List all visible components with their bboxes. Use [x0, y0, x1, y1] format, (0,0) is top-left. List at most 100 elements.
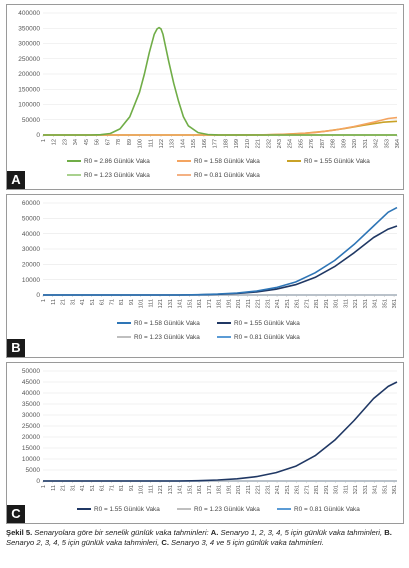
x-tick-label: 361	[392, 485, 398, 494]
x-tick-label: 161	[197, 485, 203, 494]
chart-panel-a: 0 50000 100000 150000 200000 250000 300000 3500…	[6, 4, 404, 190]
x-tick-label: 276	[309, 139, 315, 148]
x-tick-label: 151	[187, 485, 193, 494]
x-tick-label: 177	[213, 139, 219, 148]
x-tick-label: 151	[187, 299, 193, 308]
x-tick-label: 166	[202, 139, 208, 148]
legend-label: R0 = 1.55 Günlük Vaka	[234, 320, 300, 327]
x-tick-label: 241	[275, 485, 281, 494]
x-tick-label: 331	[363, 299, 369, 308]
x-tick-label: 71	[109, 299, 115, 305]
y-tick-label: 20000	[22, 434, 40, 441]
x-tick-label: 11	[51, 485, 57, 491]
y-tick-label: 50000	[22, 368, 40, 375]
legend-label: R0 = 1.58 Günlük Vaka	[194, 158, 260, 165]
x-tick-label: 364	[395, 139, 401, 148]
panel-label-c: C	[7, 505, 25, 523]
y-tick-label: 0	[36, 292, 40, 299]
legend-label: R0 = 0.81 Günlük Vaka	[194, 172, 260, 179]
y-tick-label: 60000	[22, 200, 40, 207]
x-tick-label: 144	[180, 139, 186, 148]
y-tick-label: 45000	[22, 379, 40, 386]
x-tick-label: 41	[80, 485, 86, 491]
caption-a-text: Senaryo 1, 2, 3, 4, 5 için günlük vaka t…	[218, 528, 385, 537]
x-tick-label: 71	[109, 485, 115, 491]
x-tick-label: 361	[392, 299, 398, 308]
x-tick-label: 121	[158, 485, 164, 494]
x-tick-label: 111	[148, 485, 154, 494]
x-tick-label: 12	[52, 139, 58, 145]
x-tick-label: 78	[116, 139, 122, 145]
x-tick-label: 353	[384, 139, 390, 148]
legend-label: R0 = 2.86 Günlük Vaka	[84, 158, 150, 165]
x-tick-label: 1	[41, 139, 47, 142]
x-tick-label: 251	[285, 299, 291, 308]
y-tick-label: 0	[36, 478, 40, 485]
x-tick-label: 261	[295, 299, 301, 308]
x-tick-label: 211	[246, 485, 252, 494]
x-tick-label: 51	[90, 299, 96, 305]
caption-a-label: A.	[210, 528, 219, 537]
legend-label: R0 = 1.55 Günlük Vaka	[94, 506, 160, 513]
chart-panel-b: 0 10000 20000 30000 40000 50000 60000 1 11 21 31 41…	[6, 194, 404, 358]
x-tick-label: 101	[139, 299, 145, 308]
y-tick-label: 50000	[22, 216, 40, 223]
x-tick-label: 341	[373, 299, 379, 308]
x-tick-label: 261	[295, 485, 301, 494]
x-tick-label: 210	[245, 139, 251, 148]
y-tick-label: 0	[36, 132, 40, 139]
legend-label: R0 = 0.81 Günlük Vaka	[234, 334, 300, 341]
y-tick-label: 40000	[22, 231, 40, 238]
x-tick-label: 45	[84, 139, 90, 145]
x-tick-label: 191	[226, 485, 232, 494]
x-tick-label: 311	[343, 485, 349, 494]
x-tick-label: 309	[341, 139, 347, 148]
x-tick-label: 51	[90, 485, 96, 491]
y-tick-label: 15000	[22, 445, 40, 452]
x-tick-label: 181	[217, 485, 223, 494]
x-tick-label: 31	[70, 299, 76, 305]
panel-label-b: B	[7, 339, 25, 357]
x-tick-label: 291	[324, 485, 330, 494]
series-line	[43, 116, 398, 136]
x-tick-label: 298	[331, 139, 337, 148]
y-tick-label: 10000	[22, 456, 40, 463]
caption-c-label: C.	[161, 538, 169, 547]
x-tick-label: 21	[61, 299, 67, 305]
x-tick-label: 81	[119, 485, 125, 491]
x-tick-label: 191	[226, 299, 232, 308]
legend-label: R0 = 0.81 Günlük Vaka	[294, 506, 360, 513]
x-tick-label: 341	[373, 485, 379, 494]
x-tick-label: 254	[288, 139, 294, 148]
x-tick-label: 188	[223, 139, 229, 148]
x-tick-label: 281	[314, 485, 320, 494]
y-tick-label: 10000	[22, 277, 40, 284]
x-tick-label: 155	[191, 139, 197, 148]
x-tick-label: 231	[265, 485, 271, 494]
x-tick-label: 342	[374, 139, 380, 148]
panel-label-a: A	[7, 171, 25, 189]
y-tick-label: 50000	[22, 117, 40, 124]
x-tick-label: 331	[363, 485, 369, 494]
x-tick-label: 271	[304, 485, 310, 494]
x-tick-label: 91	[129, 299, 135, 305]
y-tick-label: 200000	[18, 71, 40, 78]
y-tick-label: 400000	[18, 10, 40, 17]
legend-label: R0 = 1.23 Günlük Vaka	[84, 172, 150, 179]
x-tick-label: 1	[41, 299, 47, 302]
x-tick-label: 221	[256, 139, 262, 148]
x-tick-label: 67	[105, 139, 111, 145]
x-tick-label: 121	[158, 299, 164, 308]
legend-label: R0 = 1.55 Günlük Vaka	[304, 158, 370, 165]
x-tick-label: 111	[148, 139, 154, 148]
x-tick-label: 161	[197, 299, 203, 308]
legend-label: R0 = 1.23 Günlük Vaka	[194, 506, 260, 513]
legend-label: R0 = 1.23 Günlük Vaka	[134, 334, 200, 341]
x-tick-label: 243	[277, 139, 283, 148]
x-tick-label: 311	[343, 299, 349, 308]
x-tick-label: 122	[159, 139, 165, 148]
x-tick-label: 321	[353, 485, 359, 494]
x-tick-label: 265	[298, 139, 304, 148]
y-tick-label: 350000	[18, 25, 40, 32]
